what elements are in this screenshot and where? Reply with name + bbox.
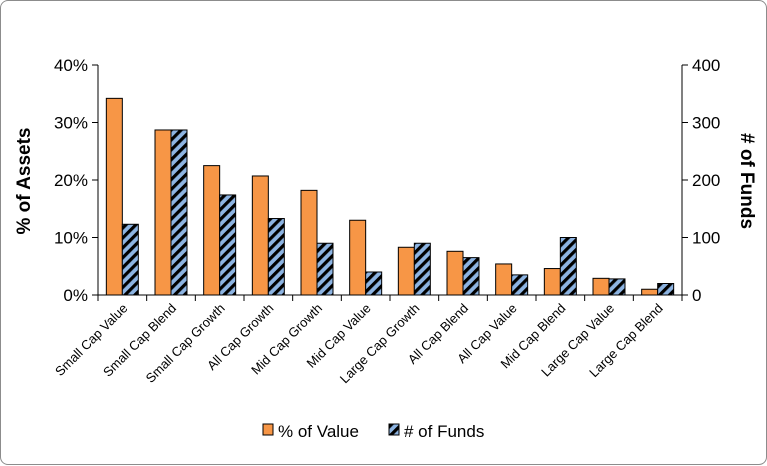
bar-funds bbox=[365, 271, 383, 296]
bar-value bbox=[300, 189, 318, 296]
legend-swatch-value bbox=[262, 423, 274, 436]
bar-value bbox=[154, 129, 172, 296]
bar-funds bbox=[559, 237, 577, 296]
y2-tick-label: 300 bbox=[692, 114, 720, 133]
legend-label-value: % of Value bbox=[278, 422, 359, 441]
bar-funds bbox=[657, 283, 675, 296]
y-tick-label: 0% bbox=[63, 286, 88, 305]
bar-value bbox=[349, 219, 367, 296]
y-tick-label: 30% bbox=[54, 114, 88, 133]
bar-funds bbox=[462, 257, 480, 296]
bar-value bbox=[251, 175, 269, 296]
bar-funds bbox=[219, 194, 237, 296]
bar-value bbox=[105, 97, 123, 296]
bar-value bbox=[397, 246, 415, 296]
bar-funds bbox=[170, 129, 188, 296]
y2-tick-label: 100 bbox=[692, 229, 720, 248]
bar-value bbox=[446, 250, 464, 296]
bar-funds bbox=[608, 278, 626, 296]
bar-value bbox=[641, 288, 659, 296]
bar-value bbox=[543, 268, 561, 296]
y-tick-label: 20% bbox=[54, 171, 88, 190]
y-tick-label: 10% bbox=[54, 229, 88, 248]
bar-value bbox=[592, 277, 610, 296]
bar-funds bbox=[413, 242, 431, 296]
bar-funds bbox=[511, 274, 529, 296]
legend-label-funds: # of Funds bbox=[404, 422, 484, 441]
y2-tick-label: 200 bbox=[692, 171, 720, 190]
y2-tick-label: 0 bbox=[692, 286, 701, 305]
y-tick-label: 40% bbox=[54, 56, 88, 75]
bar-funds bbox=[121, 223, 139, 296]
bar-funds bbox=[267, 218, 285, 296]
y2-tick-label: 400 bbox=[692, 56, 720, 75]
legend: % of Value # of Funds bbox=[262, 422, 484, 441]
y-axis-title: % of Assets bbox=[14, 128, 35, 235]
bar-value bbox=[495, 263, 513, 296]
legend-swatch-funds bbox=[388, 423, 400, 436]
bar-funds bbox=[316, 242, 334, 296]
y2-axis-title: # of Funds bbox=[736, 133, 757, 229]
bar-value bbox=[203, 165, 221, 296]
